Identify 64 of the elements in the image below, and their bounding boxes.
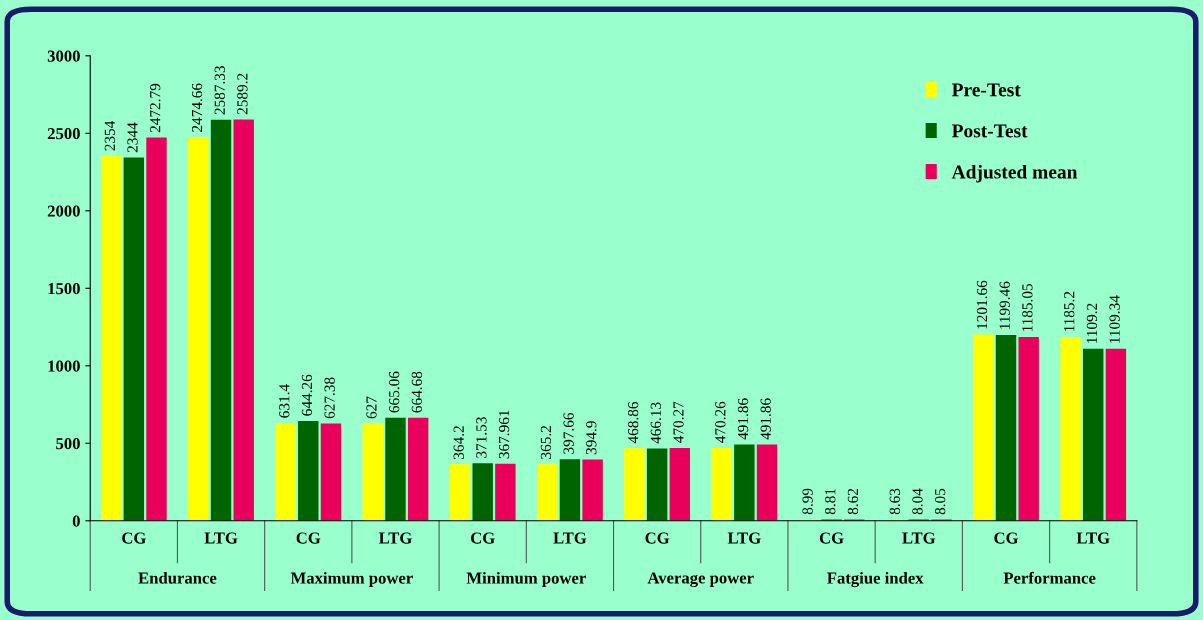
data-label: 1109.2 xyxy=(1086,303,1098,343)
data-label: 2354 xyxy=(104,120,115,151)
x-tick-label: LTG xyxy=(204,532,238,544)
x-tick-label: CG xyxy=(296,532,321,544)
data-label: 2472.79 xyxy=(150,83,161,133)
x-tick-label: LTG xyxy=(1076,532,1110,544)
x-tick-label: CG xyxy=(122,532,146,544)
data-label: 2589.2 xyxy=(237,73,248,115)
text: Endurance xyxy=(138,571,217,584)
data-label: 8.63 xyxy=(889,488,901,515)
data-label: 365.2 xyxy=(540,426,552,459)
x-tick-label: LTG xyxy=(727,532,761,544)
x-tick-label: CG xyxy=(994,532,1019,544)
data-label: 466.13 xyxy=(650,402,662,444)
y-tick-label: 1500 xyxy=(48,283,80,295)
data-label: 665.06 xyxy=(389,371,400,413)
data-label: 8.04 xyxy=(912,488,923,515)
text: Average power xyxy=(647,572,754,588)
text: Minimum power xyxy=(466,571,586,588)
data-label: 470.27 xyxy=(673,401,684,443)
data-label: 8.81 xyxy=(825,488,836,515)
data-label: 664.68 xyxy=(411,371,423,413)
text: Fatgiue index xyxy=(827,571,924,588)
data-label: 367.961 xyxy=(498,410,510,459)
data-label: 1185.05 xyxy=(1022,283,1033,332)
text: Performance xyxy=(1003,571,1096,584)
y-tick-label: 0 xyxy=(72,515,80,527)
y-tick-label: 3000 xyxy=(47,50,80,62)
data-label: 644.26 xyxy=(301,374,313,416)
data-label: 371.53 xyxy=(476,417,487,458)
x-tick-label: CG xyxy=(819,532,844,544)
x-tick-label: LTG xyxy=(378,532,412,544)
x-tick-label: CG xyxy=(645,532,670,544)
data-label: 394.9 xyxy=(586,421,597,455)
data-label: 1109.34 xyxy=(1109,295,1120,343)
data-label: 2474.66 xyxy=(191,83,203,132)
data-label: 627.38 xyxy=(324,377,335,419)
data-label: 1199.46 xyxy=(999,281,1010,329)
data-label: 2587.33 xyxy=(214,66,225,115)
legend-label: Pre-Test xyxy=(951,83,1021,97)
data-label: 468.86 xyxy=(627,401,639,444)
y-tick-label: 2000 xyxy=(47,205,80,217)
x-tick-label: CG xyxy=(471,532,495,544)
data-label: 397.66 xyxy=(563,412,574,454)
data-label: 8.99 xyxy=(802,488,813,515)
data-label: 8.62 xyxy=(847,488,859,515)
data-label: 1201.66 xyxy=(976,280,988,329)
data-label: 491.86 xyxy=(737,398,749,440)
data-label: 627 xyxy=(366,396,377,419)
data-label: 1185.2 xyxy=(1064,291,1075,332)
x-tick-label: LTG xyxy=(553,532,587,544)
y-tick-label: 1000 xyxy=(48,360,80,372)
data-label: 470.26 xyxy=(715,401,726,443)
x-tick-label: LTG xyxy=(902,532,936,544)
data-label: 491.86 xyxy=(760,398,771,440)
text: Maximum power xyxy=(290,571,413,588)
data-label: 8.05 xyxy=(934,488,946,515)
data-label: 631.4 xyxy=(279,384,290,418)
data-label: 2344 xyxy=(127,122,138,153)
data-label: 364.2 xyxy=(453,426,464,459)
y-tick-label: 500 xyxy=(56,438,80,450)
y-tick-label: 2500 xyxy=(47,128,80,140)
legend-label: Adjusted mean xyxy=(951,164,1078,183)
legend-label: Post-Test xyxy=(951,124,1028,138)
